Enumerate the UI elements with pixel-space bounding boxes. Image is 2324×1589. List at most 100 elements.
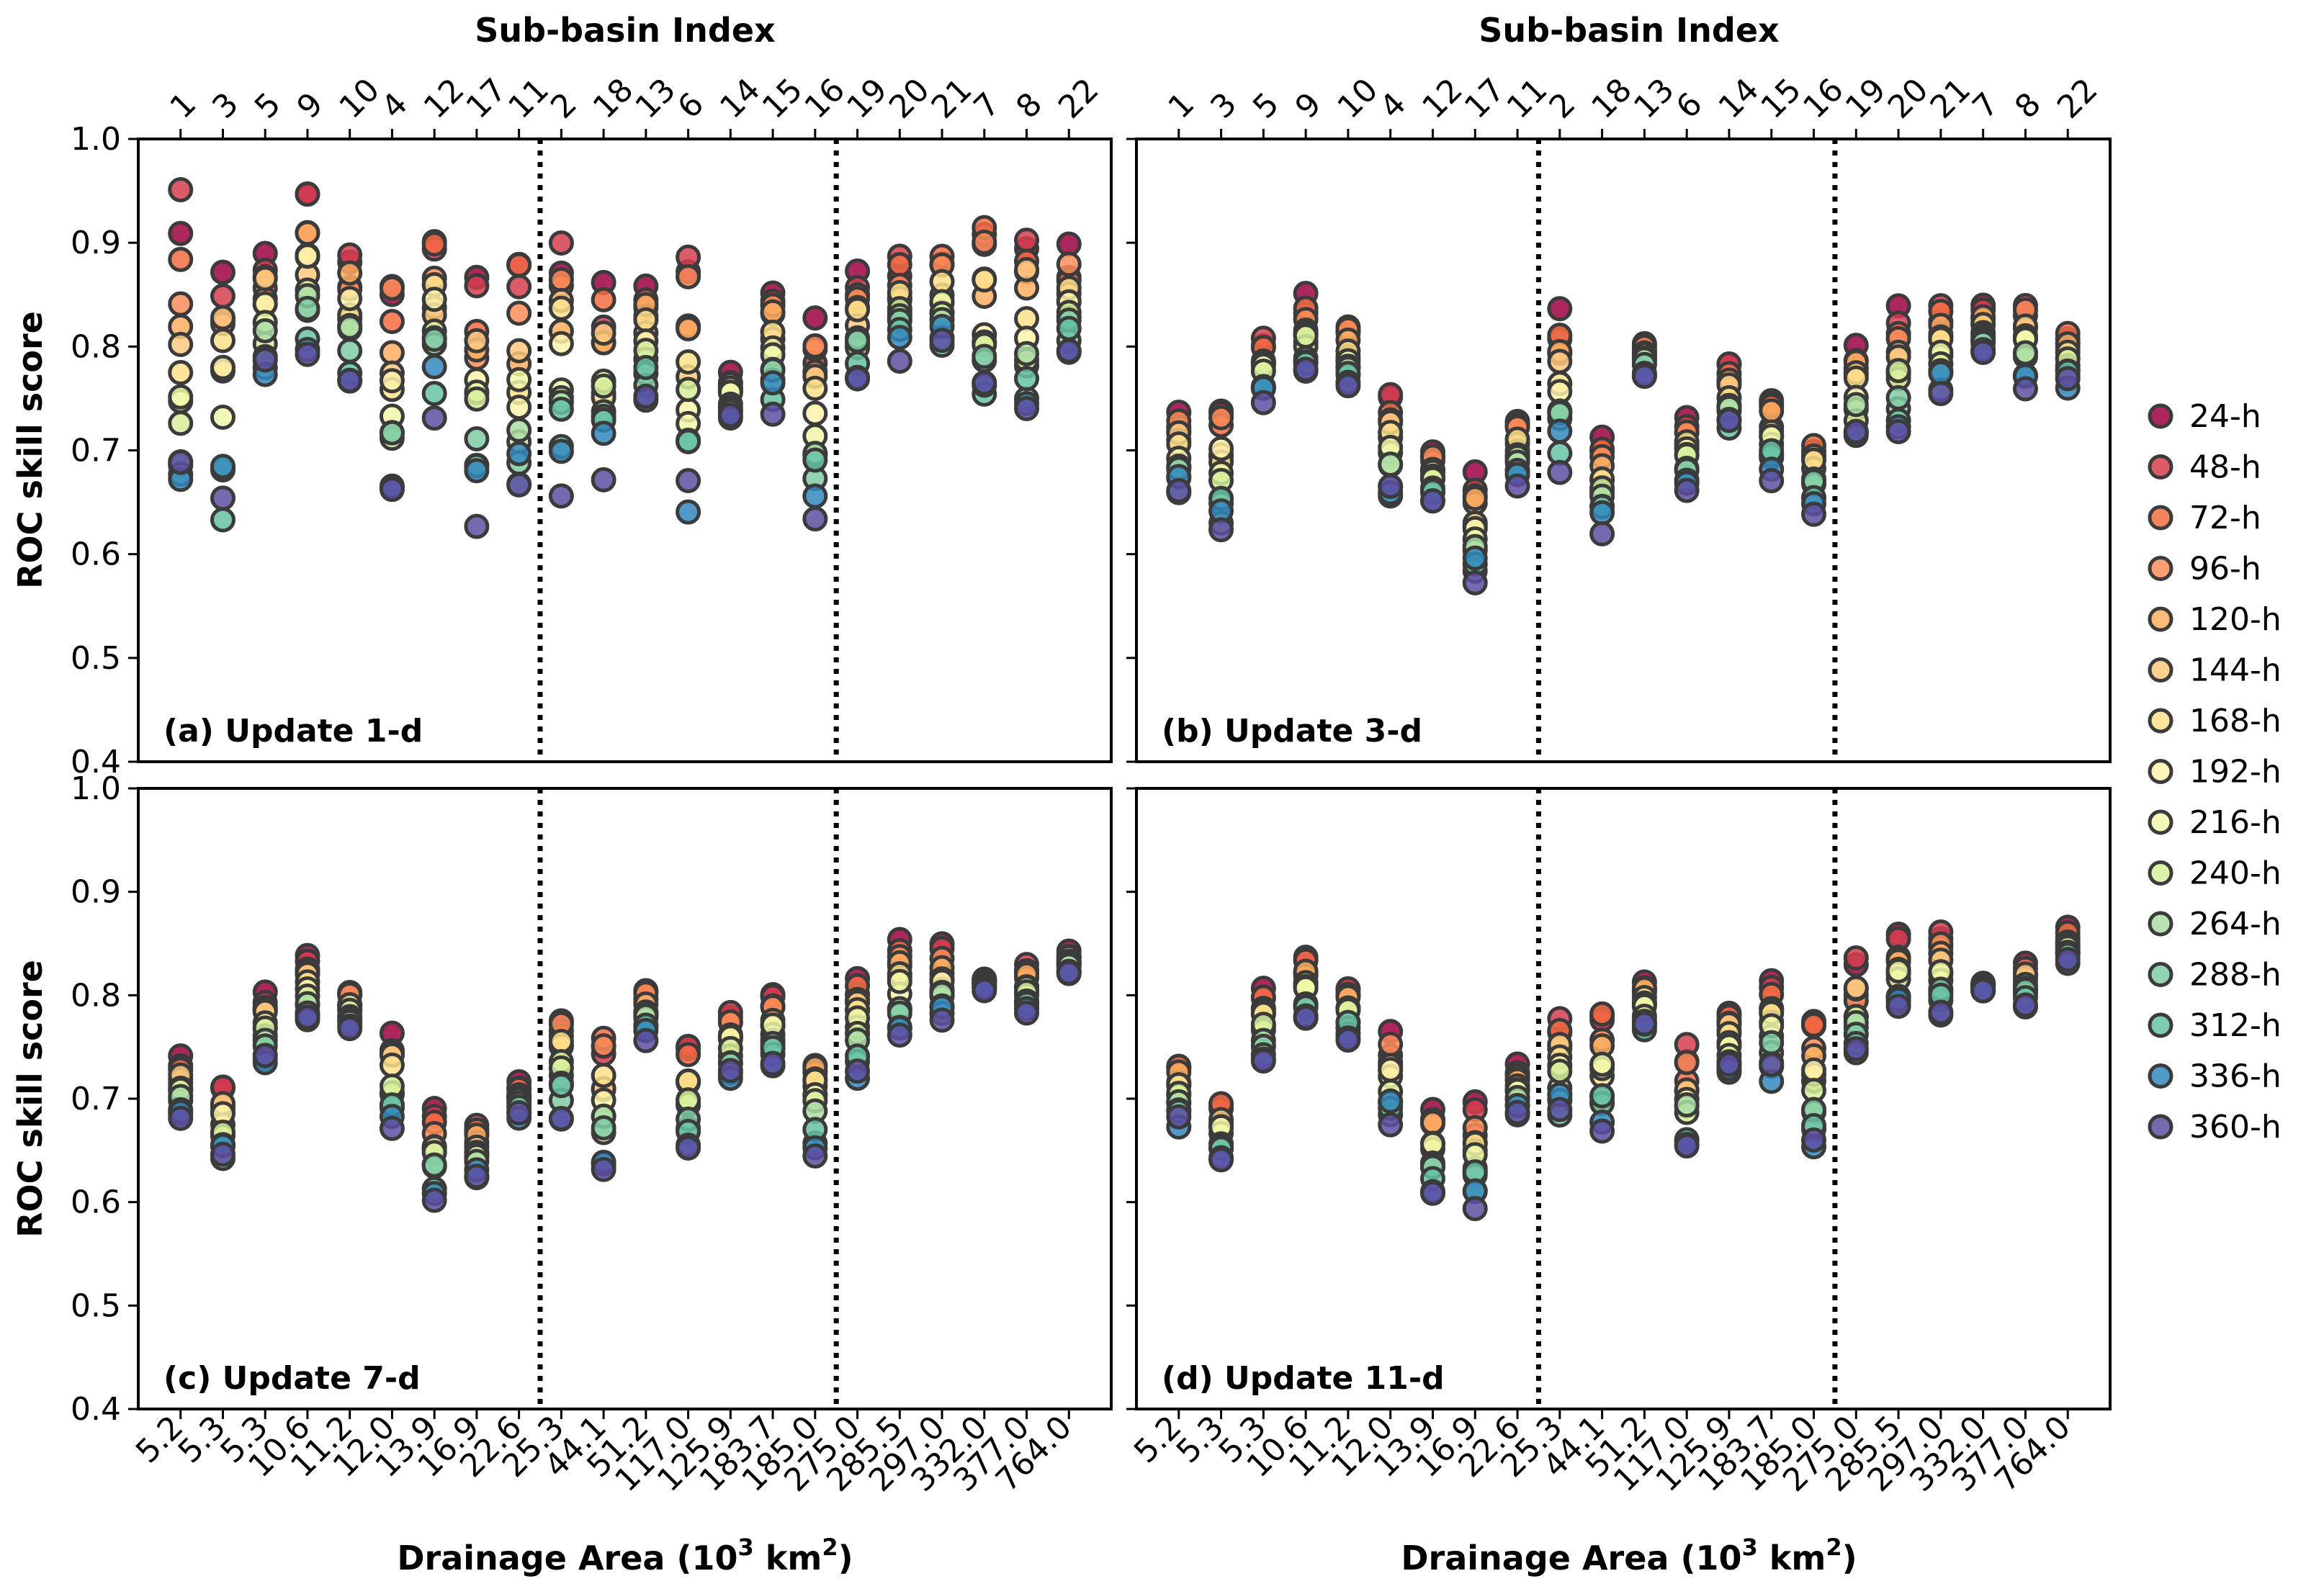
point-a-5.2-24-h	[168, 220, 194, 246]
legend-marker-120-h	[2148, 606, 2173, 632]
point-c-125.9-360-h	[717, 1058, 743, 1084]
point-a-11.2-288-h	[337, 338, 363, 364]
point-b-5.2-360-h	[1166, 478, 1192, 504]
point-a-11.2-360-h	[337, 367, 363, 393]
legend-marker-264-h	[2148, 911, 2173, 937]
ytick-label: 0.8	[71, 977, 121, 1014]
subbasin-index-label: 8	[1009, 86, 1049, 126]
point-d-117.0-96-h	[1674, 1050, 1700, 1076]
point-a-5.3-360-h	[210, 485, 235, 511]
point-b-5.3-192-h	[1208, 436, 1234, 462]
point-a-51.2-360-h	[633, 383, 659, 409]
legend-label: 336-h	[2189, 1058, 2282, 1095]
point-d-12.0-96-h	[1378, 1031, 1404, 1057]
panel-frame-c	[137, 787, 1113, 1410]
point-a-16.9-144-h	[464, 328, 490, 354]
point-a-22.6-72-h	[506, 252, 532, 278]
point-c-275.0-360-h	[845, 1058, 871, 1084]
legend-item-312-h: 312-h	[2148, 1007, 2282, 1044]
legend-item-24-h: 24-h	[2148, 398, 2261, 435]
point-a-5.3-336-h	[210, 454, 235, 480]
point-c-10.6-360-h	[295, 1004, 320, 1030]
point-c-44.1-168-h	[591, 1063, 616, 1089]
point-a-764.0-360-h	[1056, 338, 1082, 364]
point-b-117.0-360-h	[1674, 477, 1700, 503]
point-a-44.1-72-h	[591, 287, 616, 312]
x-axis-title-part: 3	[738, 1534, 754, 1561]
point-b-297.0-336-h	[1928, 360, 1954, 386]
point-a-5.3-360-h	[252, 347, 278, 373]
point-a-12.0-120-h	[379, 340, 405, 366]
point-a-185.0-96-h	[802, 333, 828, 359]
point-c-5.3-360-h	[252, 1043, 278, 1068]
panel-label-c: (c) Update 7-d	[163, 1360, 421, 1397]
point-a-332.0-96-h	[972, 229, 997, 255]
point-d-377.0-360-h	[2012, 992, 2038, 1018]
point-d-285.5-216-h	[1885, 958, 1911, 983]
x-axis-title-part: km	[754, 1539, 822, 1577]
point-a-183.7-360-h	[760, 401, 786, 427]
point-d-117.0-360-h	[1674, 1133, 1700, 1159]
point-d-5.3-360-h	[1208, 1147, 1234, 1173]
point-a-117.0-240-h	[676, 377, 701, 402]
point-c-44.1-288-h	[591, 1115, 616, 1140]
point-c-13.9-360-h	[421, 1187, 447, 1213]
point-b-185.0-360-h	[1801, 501, 1827, 527]
point-a-5.2-48-h	[168, 176, 194, 202]
point-a-332.0-168-h	[972, 267, 997, 293]
legend-item-48-h: 48-h	[2148, 449, 2261, 486]
legend-label: 240-h	[2189, 855, 2282, 892]
point-a-44.1-240-h	[591, 373, 616, 399]
point-a-5.2-240-h	[168, 410, 194, 436]
point-a-10.6-288-h	[295, 295, 320, 321]
legend-label: 192-h	[2189, 754, 2282, 791]
point-a-185.0-336-h	[802, 483, 828, 509]
point-a-22.6-336-h	[506, 441, 532, 467]
point-b-16.9-336-h	[1462, 545, 1488, 571]
point-b-297.0-360-h	[1928, 381, 1954, 407]
legend-item-168-h: 168-h	[2148, 703, 2282, 739]
point-b-12.0-360-h	[1378, 473, 1404, 499]
subbasin-index-label: 3	[205, 86, 246, 126]
panel-frame-d	[1135, 787, 2112, 1410]
point-a-5.3-312-h	[210, 507, 235, 533]
x-axis-title-right: Drainage Area (103 km2)	[1401, 1534, 1857, 1577]
legend-label: 24-h	[2189, 398, 2261, 435]
point-b-16.9-360-h	[1462, 570, 1488, 595]
x-axis-title-part: 3	[1742, 1534, 1758, 1561]
legend-item-216-h: 216-h	[2148, 804, 2282, 841]
point-b-285.5-240-h	[1885, 358, 1911, 384]
point-d-44.1-312-h	[1589, 1083, 1615, 1109]
subbasin-index-label: 9	[290, 86, 331, 126]
point-a-13.9-288-h	[421, 326, 447, 352]
point-b-285.5-288-h	[1885, 384, 1911, 410]
legend-marker-216-h	[2148, 809, 2173, 835]
point-d-44.1-216-h	[1589, 1051, 1615, 1077]
point-a-12.0-72-h	[379, 309, 405, 335]
subbasin-index-label: 8	[2008, 86, 2048, 126]
point-a-16.9-288-h	[464, 426, 490, 451]
point-c-285.5-360-h	[887, 1022, 912, 1048]
x-axis-title-part: 2	[1826, 1534, 1841, 1561]
legend-item-240-h: 240-h	[2148, 855, 2282, 892]
point-d-185.0-72-h	[1801, 1012, 1827, 1037]
legend-marker-72-h	[2148, 505, 2173, 531]
point-b-125.9-360-h	[1716, 408, 1742, 433]
point-a-5.3-192-h	[210, 354, 235, 380]
legend-label: 48-h	[2189, 449, 2261, 486]
point-c-285.5-216-h	[887, 968, 912, 994]
ytick-label: 0.5	[71, 640, 121, 677]
point-a-22.6-360-h	[506, 472, 532, 498]
point-d-16.9-360-h	[1462, 1196, 1488, 1222]
point-a-764.0-96-h	[1056, 251, 1082, 277]
legend-item-360-h: 360-h	[2148, 1109, 2282, 1145]
point-a-22.6-96-h	[506, 300, 532, 326]
top-axis-title-right: Sub-basin Index	[1479, 11, 1779, 50]
y-axis-title-top: ROC skill score	[11, 311, 50, 589]
legend-marker-144-h	[2148, 657, 2173, 683]
subbasin-index-label: 5	[1246, 86, 1286, 126]
point-a-5.3-264-h	[252, 318, 278, 343]
legend-item-192-h: 192-h	[2148, 754, 2282, 791]
point-a-377.0-144-h	[1014, 256, 1040, 282]
ytick-label: 0.6	[71, 1184, 121, 1221]
